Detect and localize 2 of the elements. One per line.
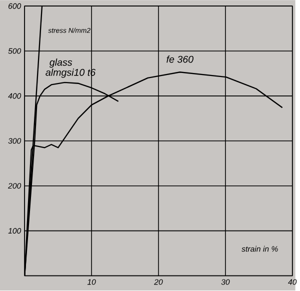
series-label: glass <box>49 58 72 68</box>
series-label: fe 360 <box>166 56 194 64</box>
